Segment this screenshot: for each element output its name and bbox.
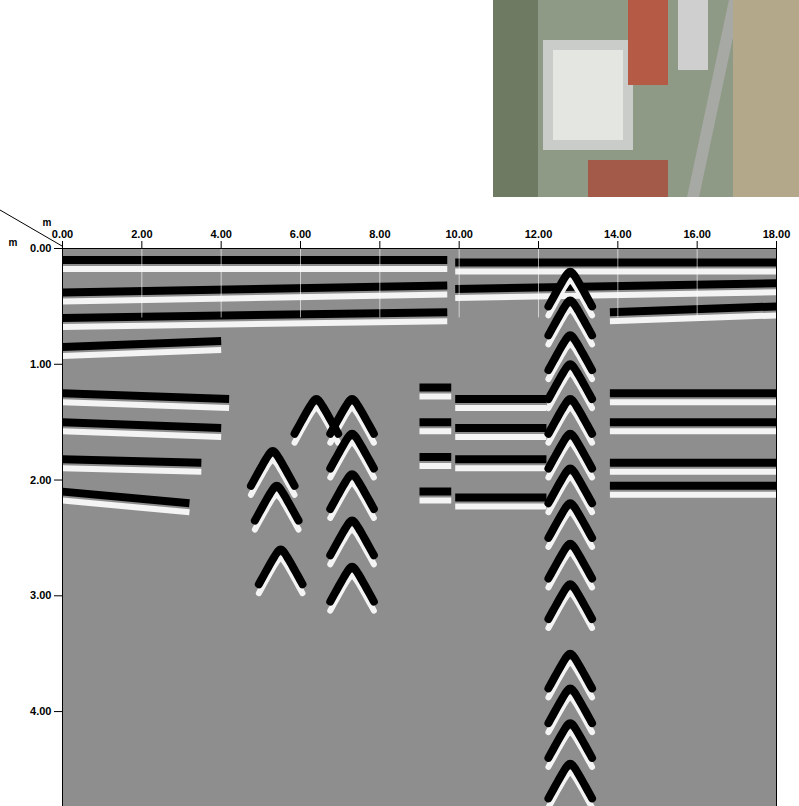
svg-text:8.00: 8.00 bbox=[369, 228, 390, 240]
svg-text:2.00: 2.00 bbox=[131, 228, 152, 240]
svg-text:14.00: 14.00 bbox=[604, 228, 632, 240]
svg-text:18.00: 18.00 bbox=[763, 228, 791, 240]
svg-text:2.00: 2.00 bbox=[30, 474, 51, 486]
svg-text:m: m bbox=[9, 237, 18, 248]
svg-text:0.00: 0.00 bbox=[52, 228, 73, 240]
svg-text:4.00: 4.00 bbox=[30, 705, 51, 717]
svg-text:12.00: 12.00 bbox=[525, 228, 553, 240]
svg-text:0.00: 0.00 bbox=[30, 242, 51, 254]
svg-text:4.00: 4.00 bbox=[210, 228, 231, 240]
svg-text:10.00: 10.00 bbox=[445, 228, 473, 240]
svg-text:m: m bbox=[43, 217, 52, 228]
svg-text:3.00: 3.00 bbox=[30, 589, 51, 601]
svg-text:6.00: 6.00 bbox=[290, 228, 311, 240]
svg-text:1.00: 1.00 bbox=[30, 358, 51, 370]
svg-text:16.00: 16.00 bbox=[683, 228, 711, 240]
